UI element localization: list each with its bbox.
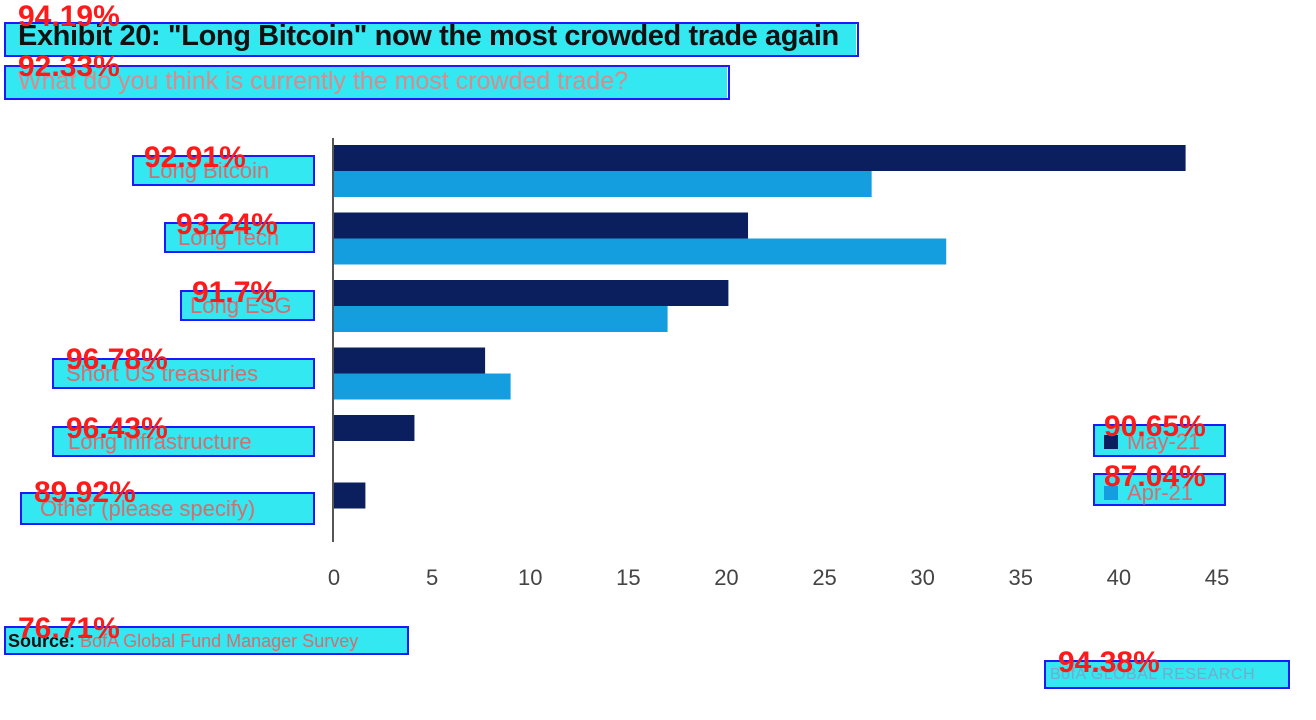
- category-highlight-4: [54, 428, 313, 455]
- category-highlight-5: [22, 494, 313, 523]
- subtitle-highlight: [6, 67, 727, 98]
- subtitle-score: 92.33%: [18, 50, 120, 83]
- legend-box-may21: [1093, 424, 1226, 457]
- category-score-4: 96.43%: [66, 412, 168, 445]
- category-box-4: [52, 426, 315, 457]
- x-tick-label: 5: [426, 565, 438, 590]
- x-tick-label: 45: [1205, 565, 1229, 590]
- source-prefix: Source:: [8, 631, 76, 651]
- x-tick-label: 20: [714, 565, 738, 590]
- category-box-3: [52, 358, 315, 389]
- bar-may-21-2: [334, 280, 729, 306]
- title-box: [4, 22, 859, 57]
- x-tick-label: 40: [1107, 565, 1131, 590]
- source-box: [4, 626, 409, 655]
- x-tick-label: 0: [328, 565, 340, 590]
- bars-layer: [334, 145, 1186, 509]
- category-label-long-bitcoin: Long Bitcoin: [148, 158, 270, 183]
- category-box-1: [164, 222, 315, 253]
- category-box-2: [180, 290, 315, 321]
- category-score-0: 92.91%: [144, 141, 246, 174]
- category-label-long-esg: Long ESG: [190, 293, 292, 318]
- category-score-2: 91.7%: [192, 276, 278, 309]
- brand-label: BofA GLOBAL RESEARCH: [1050, 666, 1256, 683]
- title-score: 94.19%: [18, 0, 120, 33]
- category-highlight-1: [166, 224, 313, 251]
- brand-score: 94.38%: [1058, 646, 1160, 679]
- legend-label-apr21: Apr-21: [1127, 480, 1194, 505]
- bar-may-21-1: [334, 212, 749, 239]
- category-highlight-0: [134, 157, 313, 184]
- chart-title: Exhibit 20: "Long Bitcoin" now the most …: [18, 20, 839, 52]
- bar-may-21-0: [334, 145, 1186, 171]
- category-highlight-2: [182, 292, 313, 319]
- bar-may-21-5: [334, 482, 366, 509]
- x-tick-label: 25: [812, 565, 836, 590]
- x-tick-labels: 0 5 10 15 20 25 30 35 40 45: [328, 565, 1229, 590]
- category-box-5: [20, 492, 315, 525]
- brand-box: [1044, 660, 1290, 689]
- legend-score-may21: 90.65%: [1104, 410, 1206, 443]
- legend-score-apr21: 87.04%: [1104, 460, 1206, 493]
- bar-apr-21-0: [334, 171, 872, 197]
- category-highlight-3: [54, 360, 313, 387]
- source-line: Source: BofA Global Fund Manager Survey: [8, 631, 358, 652]
- x-tick-label: 10: [518, 565, 542, 590]
- category-label-long-tech: Long Tech: [178, 225, 280, 250]
- subtitle-box: [4, 65, 730, 100]
- bar-apr-21-2: [334, 306, 668, 332]
- category-score-1: 93.24%: [176, 208, 278, 241]
- category-label-long-infrastructure: Long infrastructure: [68, 429, 252, 454]
- category-label-other: Other (please specify): [40, 496, 256, 521]
- legend-label-may21: May-21: [1127, 429, 1201, 454]
- legend-box-apr21: [1093, 473, 1226, 506]
- source-score: 76.71%: [18, 612, 120, 645]
- x-tick-label: 35: [1009, 565, 1033, 590]
- category-score-3: 96.78%: [66, 343, 168, 376]
- category-box-0: [132, 155, 315, 186]
- x-tick-label: 15: [616, 565, 640, 590]
- source-highlight: [6, 628, 407, 653]
- category-score-5: 89.92%: [34, 476, 136, 509]
- title-highlight: [6, 24, 856, 55]
- x-tick-label: 30: [910, 565, 934, 590]
- bar-apr-21-3: [334, 373, 511, 400]
- bar-apr-21-1: [334, 238, 947, 265]
- source-text: BofA Global Fund Manager Survey: [80, 631, 359, 651]
- bar-may-21-3: [334, 347, 486, 374]
- legend-swatch-may21: [1104, 435, 1118, 449]
- category-label-short-us-treasuries: Short US treasuries: [66, 361, 258, 386]
- brand-highlight: [1046, 662, 1288, 687]
- legend-swatch-apr21: [1104, 486, 1118, 500]
- bar-may-21-4: [334, 415, 415, 441]
- chart-subtitle: What do you think is currently the most …: [18, 67, 629, 95]
